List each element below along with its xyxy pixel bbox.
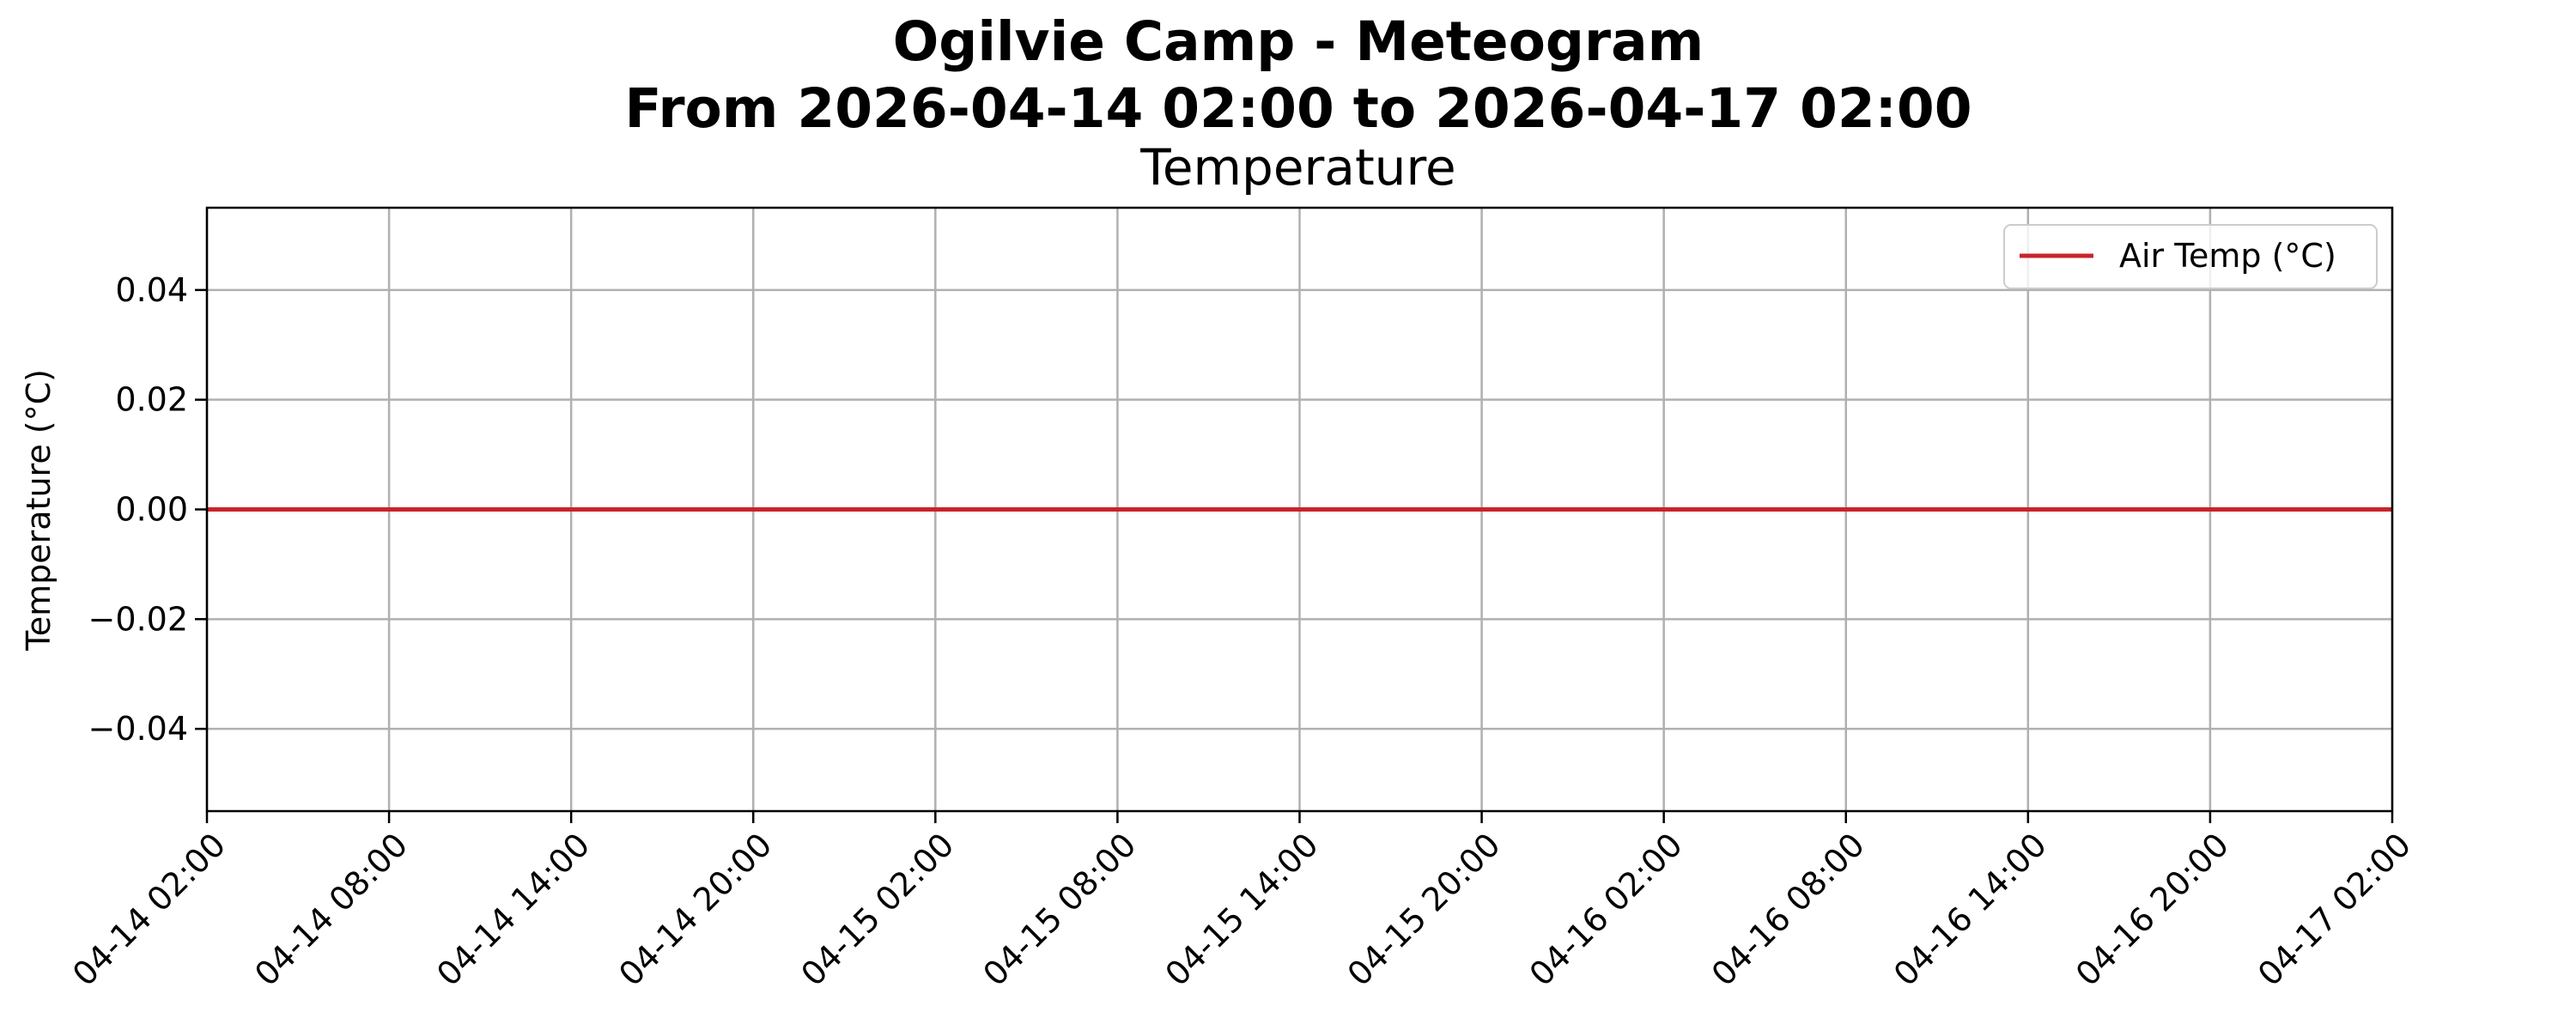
legend-frame [2003, 224, 2378, 289]
y-axis-label: Temperature (°C) [20, 369, 58, 651]
y-tick-label: 0.00 [115, 491, 188, 529]
y-tick-label: −0.04 [88, 710, 188, 748]
y-tick-label: 0.02 [115, 381, 188, 419]
y-tick-label: 0.04 [115, 271, 188, 309]
axes-title: Temperature [1139, 138, 1455, 197]
chart-title-line2: From 2026-04-14 02:00 to 2026-04-17 02:0… [624, 77, 1971, 140]
y-tick-label: −0.02 [88, 600, 188, 638]
y-axis: 0.04 0.02 0.00 −0.02 −0.04 [88, 271, 207, 748]
legend-label-air-temp: Air Temp (°C) [2119, 237, 2336, 275]
legend: Air Temp (°C) [2003, 224, 2378, 289]
chart-title-line1: Ogilvie Camp - Meteogram [893, 10, 1704, 73]
